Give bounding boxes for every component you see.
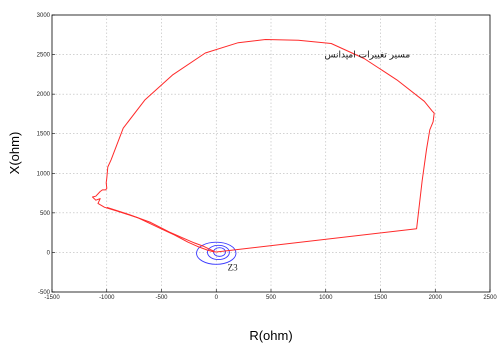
y-tick-label: 1500 [37,132,51,138]
y-ticks: -500 0 500 1000 1500 2000 2500 3000 [37,13,55,296]
zone-ellipses [196,241,237,265]
x-tick-label: -500 [155,295,168,301]
x-tick-label: 500 [266,295,277,301]
y-tick-label: 0 [47,250,51,256]
x-tick-label: 2000 [429,295,443,301]
impedance-trajectory-line [106,206,215,252]
zone-ellipse [196,241,237,265]
annotation-label: مسیر تغییرات امپدانس [325,51,411,61]
x-axis-title: R(ohm) [249,328,292,343]
zone-ellipse [207,244,230,261]
y-tick-label: -500 [38,290,51,296]
x-ticks: -1500 -1000 -500 0 500 1000 1500 2000 2500 [44,289,497,301]
grid [52,15,490,292]
y-tick-label: 2000 [37,92,51,98]
y-tick-label: 500 [40,211,51,217]
y-tick-label: 1000 [37,171,51,177]
y-tick-label: 2500 [37,53,51,59]
x-tick-label: 1500 [374,295,388,301]
x-tick-label: -1000 [99,295,115,301]
x-tick-label: 2500 [483,295,497,301]
x-tick-label: 0 [215,295,219,301]
series-group [92,39,435,253]
y-tick-label: 3000 [37,13,51,19]
zone-label: Z3 [228,263,238,273]
x-tick-label: 1000 [319,295,333,301]
x-tick-label: -1500 [44,295,60,301]
y-axis-title: X(ohm) [7,132,22,175]
